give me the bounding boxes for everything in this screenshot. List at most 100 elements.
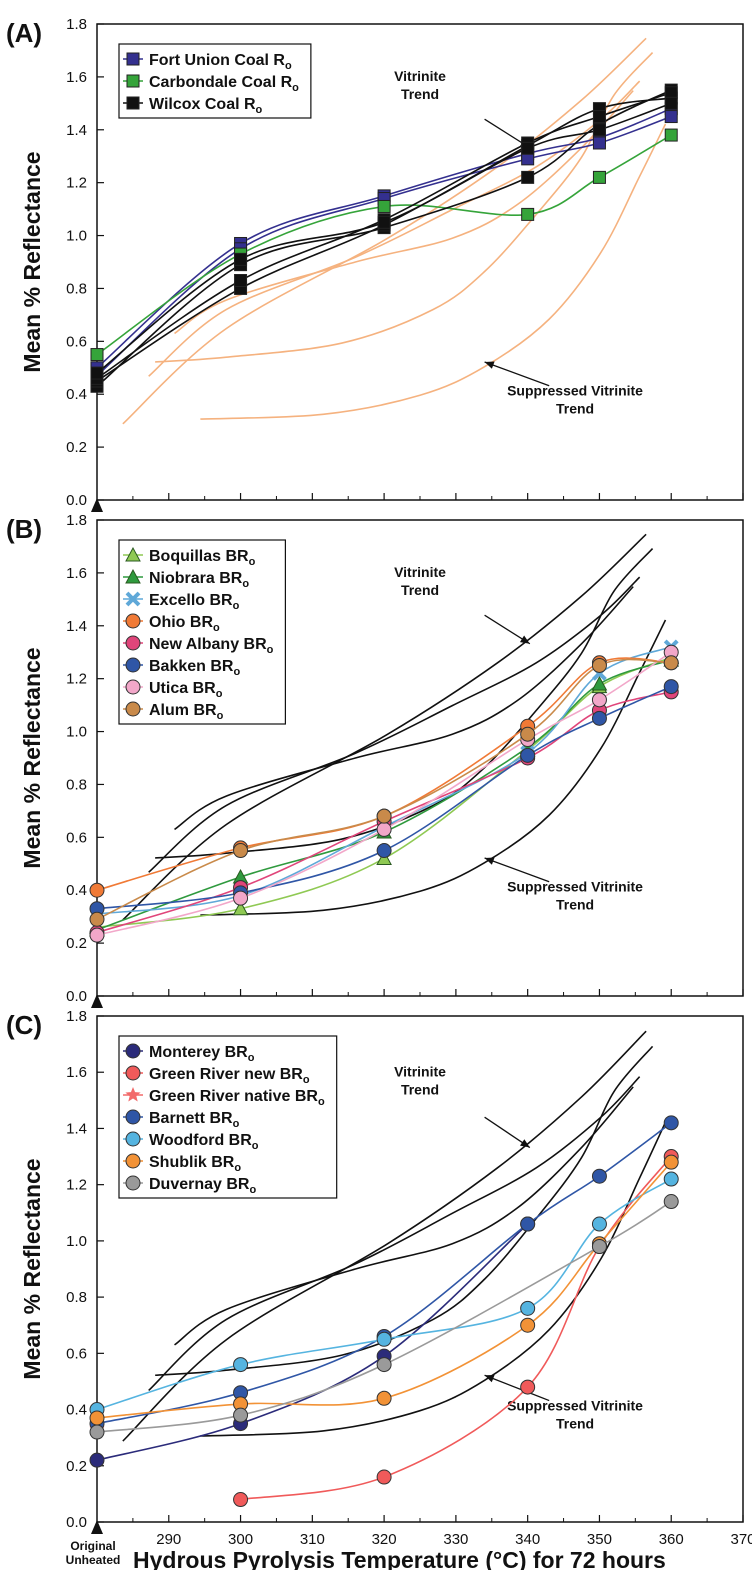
arrowhead-icon <box>520 1139 530 1148</box>
legend-marker <box>126 96 140 110</box>
data-point <box>664 128 678 142</box>
data-point <box>89 1424 105 1440</box>
annotation-text: Vitrinite <box>394 1064 446 1080</box>
legend-marker <box>125 1175 141 1191</box>
data-point <box>663 1154 679 1170</box>
y-tick-label: 1.2 <box>66 671 87 688</box>
series-line <box>96 1161 672 1419</box>
legend-entry: Carbondale Coal Ro <box>149 74 299 94</box>
series-7 <box>89 655 679 927</box>
origin-arrow-icon <box>91 1520 103 1534</box>
y-tick-label: 0.8 <box>66 776 87 793</box>
legend-entry: Barnett BRo <box>149 1110 240 1130</box>
data-point <box>376 821 392 837</box>
data-point <box>591 1216 607 1232</box>
origin-arrow-icon <box>91 994 103 1008</box>
panel-0: (A) Mean % Reflectance 0.0 0.2 0.4 0.6 0.8 1.0 1… <box>6 16 744 512</box>
panel-label: (B) <box>6 514 42 544</box>
arrowhead-icon <box>484 1374 495 1383</box>
panel-label: (A) <box>6 18 42 48</box>
x-axis-label: Hydrous Pyrolysis Temperature (°C) for 7… <box>133 1547 666 1570</box>
annotation-text: Trend <box>401 86 439 102</box>
legend-marker <box>125 657 141 673</box>
series-line <box>96 107 672 369</box>
y-tick-label: 1.6 <box>66 565 87 582</box>
legend-marker <box>125 1087 141 1102</box>
legend-entry: Monterey BRo <box>149 1044 255 1064</box>
legend-marker <box>125 1109 141 1125</box>
y-tick-label: 1.6 <box>66 69 87 86</box>
data-point <box>520 1317 536 1333</box>
legend-marker <box>125 635 141 651</box>
trend-guide-curve <box>148 1076 641 1392</box>
legend-box <box>118 43 312 119</box>
legend-entry: Utica BRo <box>149 680 223 700</box>
annotation-text: Suppressed Vitrinite <box>507 878 643 894</box>
legend-marker <box>125 546 141 562</box>
legend-entry: Ohio BRo <box>149 614 220 634</box>
data-point <box>233 1407 249 1423</box>
legend-entry: Green River new BRo <box>149 1066 310 1086</box>
legend-marker <box>125 613 141 629</box>
y-tick-label: 1.4 <box>66 1120 87 1137</box>
arrowhead-icon <box>484 857 495 865</box>
y-tick-label: 0.8 <box>66 280 87 297</box>
legend-entry: Green River native BRo <box>149 1088 325 1108</box>
y-tick-label: 1.6 <box>66 1064 87 1081</box>
legend-box <box>118 539 286 725</box>
suppressed-trend-annotation: Suppressed Vitrinite Trend <box>484 1374 643 1432</box>
legend-entry: New Albany BRo <box>149 636 274 656</box>
legend-entry: Woodford BRo <box>149 1132 259 1152</box>
legend-entry: Excello BRo <box>149 592 240 612</box>
data-point <box>591 692 607 708</box>
data-point <box>376 843 392 859</box>
series-line <box>96 1223 529 1461</box>
x-tick-label: 300 <box>228 1531 253 1548</box>
y-axis-label: Mean % Reflectance <box>19 647 45 868</box>
legend-entry: Niobrara BRo <box>149 570 249 590</box>
legend-entry: Alum BRo <box>149 702 224 722</box>
legend-entry: Boquillas BRo <box>149 548 256 568</box>
data-point <box>89 882 105 898</box>
data-point <box>233 890 249 906</box>
trend-guide-curve <box>122 533 647 921</box>
data-point <box>376 1390 392 1406</box>
data-point <box>521 207 535 221</box>
panel-2: (C) Mean % Reflectance 0.0 0.2 0.4 0.6 0.8 1.0 1… <box>6 1008 752 1570</box>
y-tick-label: 1.0 <box>66 228 87 245</box>
series-6 <box>89 644 679 943</box>
data-point <box>234 252 248 266</box>
series-2 <box>90 128 678 362</box>
trend-guide-curve <box>200 1121 667 1437</box>
x-tick-label: 340 <box>515 1531 540 1548</box>
data-point <box>89 1410 105 1426</box>
trend-guide-curve <box>200 619 667 916</box>
data-point <box>89 927 105 943</box>
annotation-text: Trend <box>556 896 594 912</box>
data-point <box>663 679 679 695</box>
data-point <box>663 655 679 671</box>
data-point <box>232 900 249 916</box>
data-point <box>663 1171 679 1187</box>
annotation-arrow <box>484 857 550 883</box>
trend-guide-curve <box>174 1086 634 1346</box>
trend-guide-curve <box>174 586 634 831</box>
data-point <box>234 274 248 288</box>
data-point <box>233 1357 249 1373</box>
legend-entry: Duvernay BRo <box>149 1176 256 1196</box>
data-point <box>89 1452 105 1468</box>
x-tick-label: 350 <box>587 1531 612 1548</box>
legend-marker <box>125 1043 141 1059</box>
data-point <box>521 170 535 184</box>
y-tick-label: 0.8 <box>66 1289 87 1306</box>
trend-guide-curve <box>122 1030 647 1442</box>
y-tick-label: 0.0 <box>66 492 87 509</box>
y-tick-label: 1.0 <box>66 1233 87 1250</box>
x-tick-label: 360 <box>659 1531 684 1548</box>
data-point <box>664 110 678 124</box>
legend-entry: Shublik BRo <box>149 1154 241 1174</box>
suppressed-trend-annotation: Suppressed Vitrinite Trend <box>484 857 643 912</box>
series-1 <box>90 110 678 383</box>
origin-arrow-icon <box>91 498 103 512</box>
